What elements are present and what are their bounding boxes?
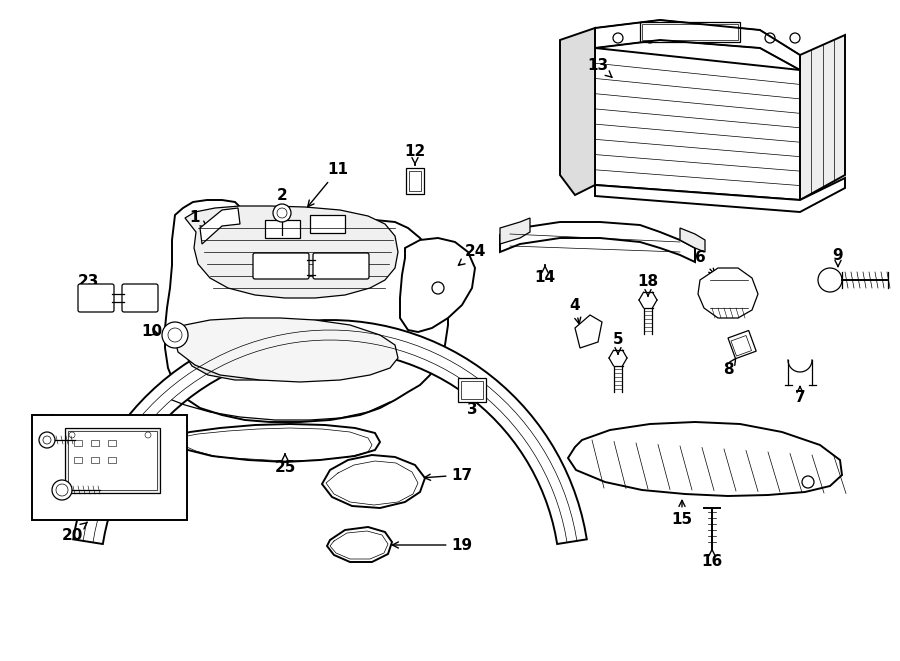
Circle shape — [39, 432, 55, 448]
Circle shape — [818, 268, 842, 292]
Bar — [265, 220, 300, 238]
Circle shape — [52, 480, 72, 500]
Circle shape — [162, 322, 188, 348]
Polygon shape — [698, 268, 758, 318]
Text: 1: 1 — [190, 210, 207, 227]
Text: 11: 11 — [308, 163, 348, 207]
Bar — [91, 457, 99, 463]
Polygon shape — [176, 424, 380, 462]
Bar — [640, 22, 740, 42]
Text: 24: 24 — [458, 245, 486, 265]
Bar — [310, 215, 345, 233]
Polygon shape — [560, 28, 595, 195]
Circle shape — [145, 432, 151, 438]
Text: 10: 10 — [141, 325, 163, 340]
Circle shape — [277, 208, 287, 218]
Circle shape — [168, 328, 182, 342]
Text: 3: 3 — [467, 382, 477, 418]
Polygon shape — [500, 222, 695, 262]
Polygon shape — [185, 206, 398, 298]
Text: 19: 19 — [392, 537, 472, 553]
Polygon shape — [595, 20, 800, 70]
Bar — [74, 440, 82, 446]
Polygon shape — [165, 200, 448, 422]
Circle shape — [273, 204, 291, 222]
FancyBboxPatch shape — [253, 253, 309, 279]
FancyBboxPatch shape — [122, 284, 158, 312]
Text: 21: 21 — [38, 414, 58, 430]
Text: 6: 6 — [695, 251, 716, 275]
Polygon shape — [200, 208, 240, 244]
Polygon shape — [800, 35, 845, 200]
Text: 17: 17 — [424, 467, 472, 483]
FancyBboxPatch shape — [78, 284, 114, 312]
Text: 13: 13 — [588, 58, 612, 77]
Polygon shape — [575, 315, 602, 348]
Text: 15: 15 — [671, 500, 693, 527]
Text: 12: 12 — [404, 145, 426, 165]
Circle shape — [613, 33, 623, 43]
Bar — [32, 415, 187, 520]
Bar — [74, 457, 82, 463]
Polygon shape — [400, 238, 475, 332]
Text: 25: 25 — [274, 454, 296, 475]
Bar — [68, 431, 157, 490]
Polygon shape — [322, 455, 425, 508]
Polygon shape — [327, 527, 392, 562]
Circle shape — [765, 33, 775, 43]
Text: 5: 5 — [613, 332, 624, 354]
Polygon shape — [185, 335, 315, 380]
Text: 8: 8 — [723, 358, 736, 377]
Polygon shape — [73, 320, 587, 544]
Bar — [91, 440, 99, 446]
Circle shape — [56, 484, 68, 496]
Circle shape — [69, 432, 75, 438]
Bar — [108, 440, 116, 446]
Text: 14: 14 — [535, 265, 555, 286]
Polygon shape — [500, 218, 530, 244]
Bar — [108, 457, 116, 463]
Bar — [406, 168, 424, 194]
Polygon shape — [595, 178, 845, 212]
Text: 23: 23 — [77, 274, 104, 293]
Text: 7: 7 — [795, 387, 806, 405]
FancyBboxPatch shape — [313, 253, 369, 279]
Text: 18: 18 — [637, 274, 659, 296]
Circle shape — [790, 33, 800, 43]
Circle shape — [802, 476, 814, 488]
Bar — [409, 171, 421, 191]
Polygon shape — [568, 422, 842, 496]
Text: 20: 20 — [61, 523, 87, 543]
Bar — [731, 336, 752, 356]
Polygon shape — [680, 228, 705, 252]
Polygon shape — [175, 318, 398, 382]
Text: 4: 4 — [570, 297, 580, 324]
Circle shape — [432, 282, 444, 294]
Text: 22: 22 — [51, 501, 73, 520]
Bar — [65, 428, 160, 493]
Bar — [458, 378, 486, 402]
Circle shape — [43, 436, 51, 444]
Bar — [728, 330, 756, 359]
Text: 9: 9 — [832, 247, 843, 266]
Bar — [461, 381, 483, 399]
Text: 16: 16 — [701, 549, 723, 570]
Text: 2: 2 — [276, 188, 287, 217]
Polygon shape — [595, 48, 800, 200]
Bar — [642, 24, 738, 40]
Circle shape — [645, 33, 655, 43]
